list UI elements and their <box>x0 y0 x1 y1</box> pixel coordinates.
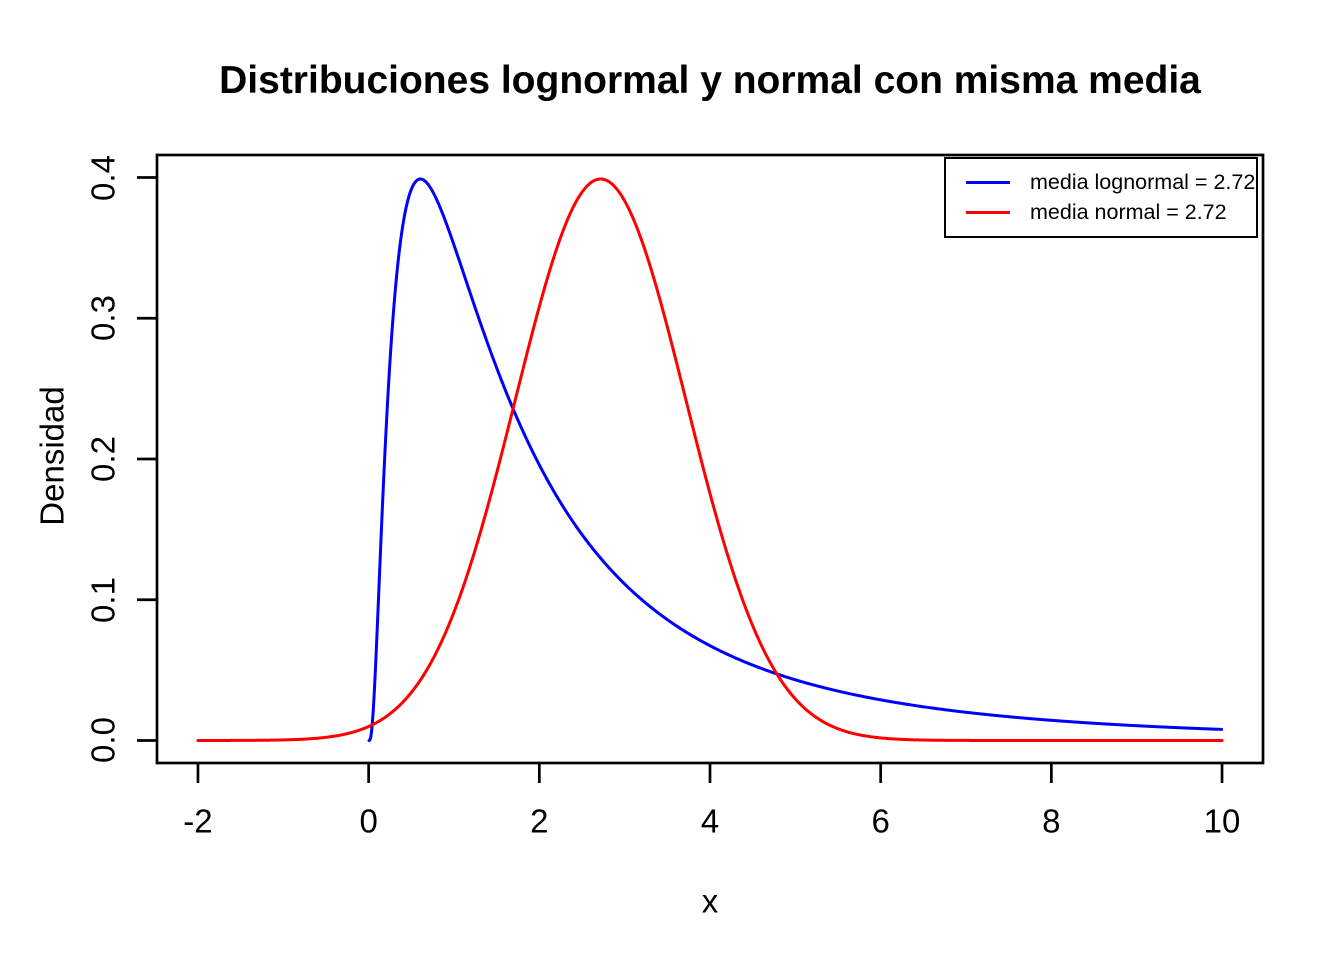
x-tick-label: 4 <box>700 802 720 840</box>
legend: media lognormal = 2.72 media normal = 2.… <box>944 157 1258 238</box>
x-tick-label: 10 <box>1203 802 1241 840</box>
legend-line-swatch-normal <box>966 211 1010 214</box>
legend-item-lognormal: media lognormal = 2.72 <box>966 170 1256 196</box>
y-tick-label: 0.0 <box>84 717 122 764</box>
y-axis-title: Densidad <box>33 386 71 526</box>
x-tick-label: 6 <box>871 802 890 840</box>
x-axis-title: x <box>701 882 719 920</box>
chart-title: Distribuciones lognormal y normal con mi… <box>219 59 1201 102</box>
y-tick-label: 0.2 <box>84 436 122 482</box>
plot-box <box>155 153 1265 765</box>
x-tick-label: 2 <box>530 802 549 840</box>
y-tick-label: 0.3 <box>84 295 122 342</box>
legend-line-swatch-lognormal <box>966 181 1010 184</box>
legend-label-lognormal: media lognormal = 2.72 <box>1030 169 1256 194</box>
x-tick-label: 0 <box>359 802 378 840</box>
normal-curve <box>196 177 1224 742</box>
legend-item-normal: media normal = 2.72 <box>966 200 1256 226</box>
lognormal-curve <box>367 177 1224 742</box>
y-tick-label: 0.4 <box>84 154 122 201</box>
y-tick-label: 0.1 <box>84 576 122 623</box>
x-tick-label: 8 <box>1042 802 1061 840</box>
x-tick-label: -2 <box>183 802 213 840</box>
legend-label-normal: media normal = 2.72 <box>1030 199 1227 224</box>
